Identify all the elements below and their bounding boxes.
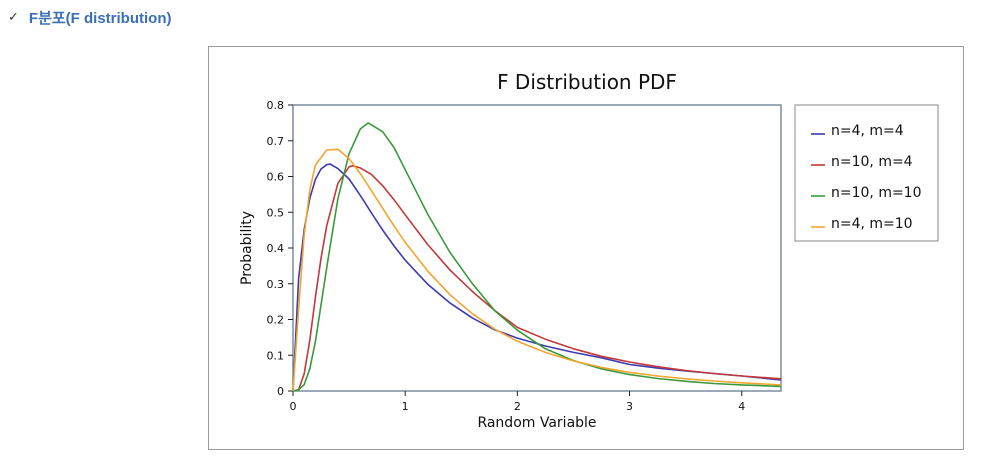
y-tick-label: 0.6 [267,171,285,184]
axis-ticks: 0 0.1 0.2 0.3 0.4 0.5 0.6 0.7 0.8 0 1 2 3 4 [267,99,746,413]
plot-area-frame [292,104,782,392]
series-line [292,148,782,392]
y-axis-label: Probability [239,211,255,285]
x-tick-label: 4 [738,400,745,413]
x-tick-label: 0 [290,400,297,413]
legend-box [794,104,939,242]
legend: n=4, m=4 n=10, m=4 n=10, m=10 n=4, m=10 [811,123,922,232]
y-tick-label: 0.2 [267,314,285,327]
x-tick-label: 3 [626,400,633,413]
y-tick-label: 0 [277,385,284,398]
f-distribution-chart: F Distribution PDF 0 0.1 0.2 0.3 0.4 0.5 0.6 0.… [239,70,939,431]
section-title: F분포(F distribution) [28,9,172,27]
y-tick-label: 0.7 [267,135,285,148]
series-lines [292,122,782,392]
y-tick-label: 0.3 [267,278,285,291]
chart-figure: F Distribution PDF 0 0.1 0.2 0.3 0.4 0.5 0.6 0.… [208,46,964,450]
series-line [292,163,782,392]
y-tick-label: 0.8 [267,99,285,112]
chart-title: F Distribution PDF [497,70,677,94]
legend-label: n=4, m=4 [831,123,904,139]
legend-label: n=10, m=10 [831,185,922,201]
y-tick-label: 0.5 [267,206,285,219]
section-heading: ✓ F분포(F distribution) [8,6,171,28]
legend-label: n=10, m=4 [831,154,913,170]
legend-label: n=4, m=10 [831,216,913,232]
series-line [292,165,782,392]
x-axis-label: Random Variable [477,415,596,431]
x-tick-label: 1 [402,400,409,413]
x-tick-label: 2 [514,400,521,413]
y-tick-label: 0.1 [267,349,285,362]
series-line [292,122,782,392]
check-mark-icon: ✓ [8,9,19,25]
y-tick-label: 0.4 [267,242,285,255]
